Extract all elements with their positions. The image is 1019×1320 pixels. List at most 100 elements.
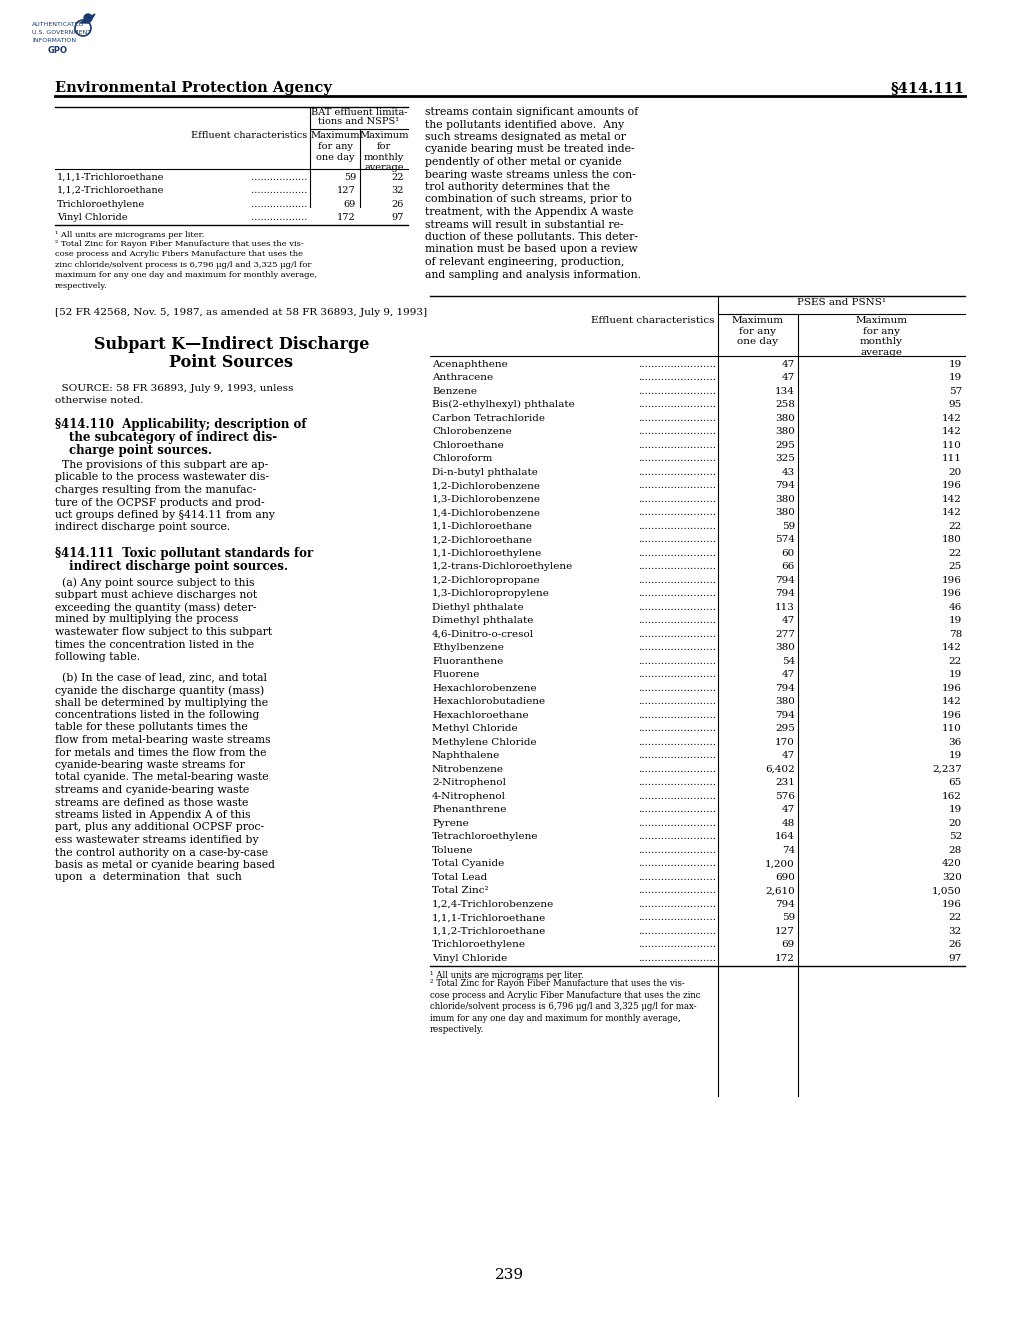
Text: ........................: ........................	[637, 576, 715, 585]
Text: 1,200: 1,200	[764, 859, 794, 869]
Text: 1,4-Dichlorobenzene: 1,4-Dichlorobenzene	[432, 508, 540, 517]
Text: 22: 22	[948, 913, 961, 923]
Text: The provisions of this subpart are ap-: The provisions of this subpart are ap-	[55, 459, 268, 470]
Text: 59: 59	[781, 521, 794, 531]
Text: Bis(2-ethylhexyl) phthalate: Bis(2-ethylhexyl) phthalate	[432, 400, 574, 409]
Text: ........................: ........................	[637, 630, 715, 639]
Text: ........................: ........................	[637, 913, 715, 923]
Text: 380: 380	[774, 414, 794, 422]
Text: 47: 47	[781, 671, 794, 680]
Text: Dimethyl phthalate: Dimethyl phthalate	[432, 616, 533, 626]
Text: 1,3-Dichlorobenzene: 1,3-Dichlorobenzene	[432, 495, 540, 504]
Text: indirect discharge point sources.: indirect discharge point sources.	[69, 560, 287, 573]
Text: 66: 66	[781, 562, 794, 572]
Text: ........................: ........................	[637, 954, 715, 962]
Text: Vinyl Chloride: Vinyl Chloride	[432, 954, 506, 962]
Text: the control authority on a case-by-case: the control authority on a case-by-case	[55, 847, 268, 858]
Text: ........................: ........................	[637, 549, 715, 558]
Text: ........................: ........................	[637, 792, 715, 801]
Text: 794: 794	[774, 900, 794, 909]
Text: Pyrene: Pyrene	[432, 818, 469, 828]
Text: ........................: ........................	[637, 589, 715, 598]
Text: indirect discharge point source.: indirect discharge point source.	[55, 523, 230, 532]
Text: 231: 231	[774, 779, 794, 787]
Text: 142: 142	[942, 495, 961, 504]
Text: Anthracene: Anthracene	[432, 374, 492, 383]
Text: Tetrachloroethylene: Tetrachloroethylene	[432, 833, 538, 841]
Text: Chloroethane: Chloroethane	[432, 441, 503, 450]
Text: Benzene: Benzene	[432, 387, 477, 396]
Text: 1,1-Dichloroethylene: 1,1-Dichloroethylene	[432, 549, 542, 558]
Text: 794: 794	[774, 576, 794, 585]
Text: 32: 32	[948, 927, 961, 936]
Text: streams contain significant amounts of: streams contain significant amounts of	[425, 107, 638, 117]
Text: table for these pollutants times the: table for these pollutants times the	[55, 722, 248, 733]
Text: ........................: ........................	[637, 441, 715, 450]
Text: ........................: ........................	[637, 751, 715, 760]
Text: of relevant engineering, production,: of relevant engineering, production,	[425, 257, 624, 267]
Text: 794: 794	[774, 711, 794, 719]
Text: 127: 127	[337, 186, 356, 195]
Text: (b) In the case of lead, zinc, and total: (b) In the case of lead, zinc, and total	[55, 672, 267, 682]
Text: 78: 78	[948, 630, 961, 639]
Text: 142: 142	[942, 414, 961, 422]
Text: 6,402: 6,402	[764, 764, 794, 774]
Text: 196: 196	[942, 589, 961, 598]
Text: 32: 32	[391, 186, 404, 195]
Text: Effluent characteristics: Effluent characteristics	[191, 131, 307, 140]
Text: 172: 172	[337, 213, 356, 222]
Text: 142: 142	[942, 697, 961, 706]
Text: 59: 59	[343, 173, 356, 182]
Text: 196: 196	[942, 684, 961, 693]
Text: 1,1-Dichloroethane: 1,1-Dichloroethane	[432, 521, 533, 531]
Text: [52 FR 42568, Nov. 5, 1987, as amended at 58 FR 36893, July 9, 1993]: [52 FR 42568, Nov. 5, 1987, as amended a…	[55, 308, 427, 317]
Text: Environmental Protection Agency: Environmental Protection Agency	[55, 81, 331, 95]
Text: and sampling and analysis information.: and sampling and analysis information.	[425, 269, 640, 280]
Text: 320: 320	[942, 873, 961, 882]
Text: Methylene Chloride: Methylene Chloride	[432, 738, 536, 747]
Text: concentrations listed in the following: concentrations listed in the following	[55, 710, 259, 719]
Text: ........................: ........................	[637, 643, 715, 652]
Text: 162: 162	[942, 792, 961, 801]
Text: Subpart K—Indirect Discharge: Subpart K—Indirect Discharge	[94, 337, 369, 352]
Text: Trichloroethylene: Trichloroethylene	[432, 940, 526, 949]
Text: otherwise noted.: otherwise noted.	[55, 396, 144, 405]
Text: §414.111: §414.111	[891, 81, 964, 95]
Text: ........................: ........................	[637, 671, 715, 680]
Text: Maximum
for any
one day: Maximum for any one day	[732, 315, 784, 346]
Text: Trichloroethylene: Trichloroethylene	[57, 199, 145, 209]
Text: Total Cyanide: Total Cyanide	[432, 859, 503, 869]
Text: ess wastewater streams identified by: ess wastewater streams identified by	[55, 836, 259, 845]
Polygon shape	[79, 15, 95, 22]
Text: part, plus any additional OCPSF proc-: part, plus any additional OCPSF proc-	[55, 822, 264, 833]
Text: combination of such streams, prior to: combination of such streams, prior to	[425, 194, 631, 205]
Text: ........................: ........................	[637, 616, 715, 626]
Text: 4,6-Dinitro-o-cresol: 4,6-Dinitro-o-cresol	[432, 630, 534, 639]
Text: Chloroform: Chloroform	[432, 454, 492, 463]
Text: ........................: ........................	[637, 738, 715, 747]
Text: bearing waste streams unless the con-: bearing waste streams unless the con-	[425, 169, 635, 180]
Text: ........................: ........................	[637, 927, 715, 936]
Text: for metals and times the flow from the: for metals and times the flow from the	[55, 747, 266, 758]
Text: ² Total Zinc for Rayon Fiber Manufacture that uses the vis-
cose process and Acr: ² Total Zinc for Rayon Fiber Manufacture…	[430, 979, 700, 1035]
Text: 380: 380	[774, 697, 794, 706]
Text: 134: 134	[774, 387, 794, 396]
Text: §414.111  Toxic pollutant standards for: §414.111 Toxic pollutant standards for	[55, 546, 313, 560]
Text: 794: 794	[774, 684, 794, 693]
Text: 19: 19	[948, 671, 961, 680]
Text: Total Lead: Total Lead	[432, 873, 487, 882]
Text: 111: 111	[942, 454, 961, 463]
Text: ........................: ........................	[637, 454, 715, 463]
Text: SOURCE: 58 FR 36893, July 9, 1993, unless: SOURCE: 58 FR 36893, July 9, 1993, unles…	[55, 384, 293, 393]
Text: treatment, with the Appendix A waste: treatment, with the Appendix A waste	[425, 207, 633, 216]
Text: 22: 22	[948, 549, 961, 558]
Text: ........................: ........................	[637, 562, 715, 572]
Text: total cyanide. The metal-bearing waste: total cyanide. The metal-bearing waste	[55, 772, 268, 783]
Text: ........................: ........................	[637, 536, 715, 544]
Text: ........................: ........................	[637, 657, 715, 665]
Text: 1,1,2-Trichloroethane: 1,1,2-Trichloroethane	[432, 927, 546, 936]
Text: Maximum
for
monthly
average: Maximum for monthly average	[359, 131, 409, 172]
Text: trol authority determines that the: trol authority determines that the	[425, 182, 609, 191]
Text: 1,3-Dichloropropylene: 1,3-Dichloropropylene	[432, 589, 549, 598]
Text: subpart must achieve discharges not: subpart must achieve discharges not	[55, 590, 257, 599]
